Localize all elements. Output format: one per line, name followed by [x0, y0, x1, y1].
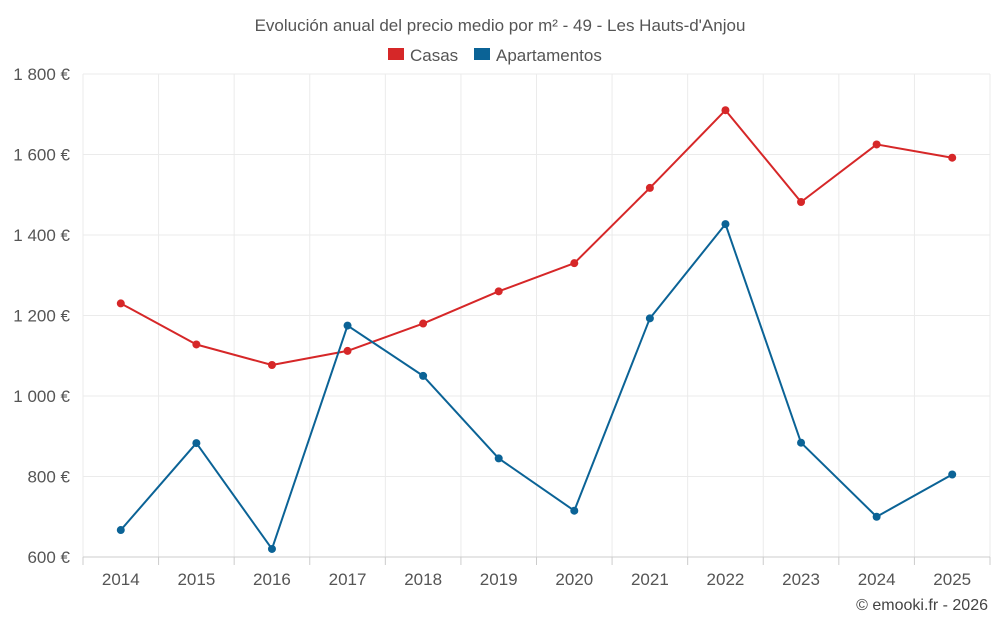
data-point[interactable] [948, 153, 957, 162]
legend-label: Casas [410, 46, 458, 65]
data-point[interactable] [192, 439, 201, 448]
series-casas [116, 106, 957, 370]
data-point[interactable] [872, 140, 881, 149]
data-point[interactable] [267, 361, 276, 370]
series-line-apartamentos [120, 223, 953, 550]
x-tick-label: 2018 [404, 570, 442, 589]
data-point[interactable] [570, 506, 579, 515]
legend-swatch [388, 48, 404, 60]
x-tick-label: 2019 [480, 570, 518, 589]
legend-item-casas[interactable]: Casas [388, 46, 458, 65]
series-line-casas [120, 109, 953, 367]
data-point[interactable] [645, 183, 654, 192]
y-tick-label: 1 800 € [13, 65, 70, 84]
y-tick-label: 1 400 € [13, 226, 70, 245]
data-point[interactable] [192, 340, 201, 349]
series-apartamentos [116, 220, 957, 553]
y-tick-label: 800 € [27, 468, 70, 487]
y-tick-label: 600 € [27, 548, 70, 567]
legend-item-apartamentos[interactable]: Apartamentos [474, 46, 602, 65]
data-point[interactable] [419, 371, 428, 380]
credit-text: © emooki.fr - 2026 [856, 597, 988, 614]
data-point[interactable] [419, 319, 428, 328]
x-tick-label: 2022 [707, 570, 745, 589]
legend-swatch [474, 48, 490, 60]
x-tick-label: 2021 [631, 570, 669, 589]
legend-label: Apartamentos [496, 46, 602, 65]
data-point[interactable] [343, 321, 352, 330]
data-point[interactable] [343, 346, 352, 355]
grid [82, 73, 991, 557]
x-tick-label: 2016 [253, 570, 291, 589]
x-tick-label: 2014 [102, 570, 140, 589]
y-tick-label: 1 600 € [13, 146, 70, 165]
chart-title: Evolución anual del precio medio por m² … [255, 16, 746, 35]
x-tick-label: 2024 [858, 570, 896, 589]
x-tick-label: 2017 [329, 570, 367, 589]
data-point[interactable] [116, 299, 125, 308]
x-tick-label: 2025 [933, 570, 971, 589]
x-tick-label: 2023 [782, 570, 820, 589]
data-point[interactable] [872, 512, 881, 521]
data-point[interactable] [494, 287, 503, 296]
data-point[interactable] [797, 197, 806, 206]
data-point[interactable] [494, 454, 503, 463]
axes: 600 € 800 € 1 000 € 1 200 € 1 400 € 1 600 € 1 … [13, 65, 991, 589]
data-point[interactable] [721, 220, 730, 229]
y-tick-label: 1 000 € [13, 387, 70, 406]
x-tick-label: 2020 [555, 570, 593, 589]
data-point[interactable] [267, 544, 276, 553]
data-point[interactable] [116, 526, 125, 535]
data-point[interactable] [721, 106, 730, 115]
data-point[interactable] [570, 259, 579, 268]
data-point[interactable] [645, 314, 654, 323]
y-tick-label: 1 200 € [13, 307, 70, 326]
x-tick-label: 2015 [177, 570, 215, 589]
series-group [116, 106, 957, 553]
data-point[interactable] [797, 438, 806, 447]
legend[interactable]: Casas Apartamentos [388, 46, 602, 65]
data-point[interactable] [948, 470, 957, 479]
